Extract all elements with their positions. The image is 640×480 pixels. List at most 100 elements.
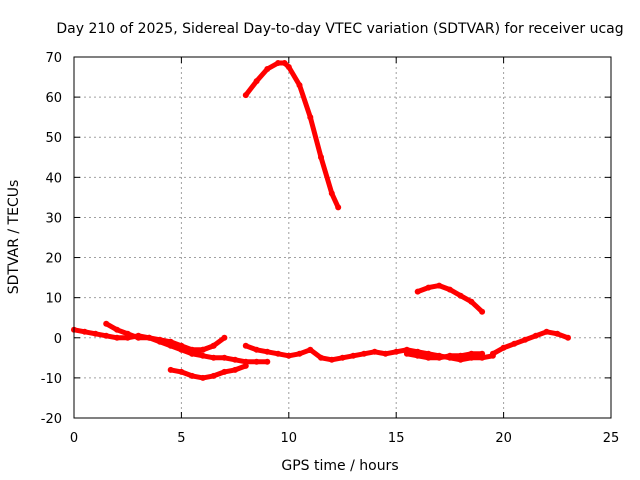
data-point <box>210 372 217 379</box>
y-axis-label: SDTVAR / TECUs <box>6 180 22 295</box>
data-point <box>281 60 288 66</box>
data-point <box>565 334 571 341</box>
data-point <box>189 372 196 379</box>
data-point <box>92 330 99 337</box>
data-point <box>318 154 324 161</box>
data-point <box>543 328 550 335</box>
x-tick-label: 0 <box>70 431 78 446</box>
data-point <box>468 298 475 305</box>
data-point <box>339 354 346 361</box>
data-point <box>457 292 464 299</box>
x-tick-label: 15 <box>388 431 405 446</box>
data-point <box>178 346 185 353</box>
data-point <box>275 60 282 66</box>
data-point <box>500 344 507 351</box>
data-point <box>532 332 539 339</box>
data-point <box>232 356 239 363</box>
data-point <box>425 284 432 291</box>
data-point <box>468 350 475 357</box>
data-point <box>114 326 120 333</box>
y-tick-label: 0 <box>54 332 62 347</box>
data-point <box>296 82 303 89</box>
data-point <box>350 352 357 359</box>
data-point <box>522 336 529 343</box>
data-point <box>114 334 120 341</box>
x-axis-label: GPS time / hours <box>281 458 398 474</box>
data-point <box>199 374 206 381</box>
y-tick-label: 60 <box>45 91 62 106</box>
data-point <box>414 288 421 295</box>
y-tick-label: 30 <box>45 211 62 226</box>
data-point <box>199 352 206 359</box>
data-point <box>210 354 217 361</box>
data-point <box>479 308 486 315</box>
data-point <box>436 282 443 289</box>
chart-title: Day 210 of 2025, Sidereal Day-to-day VTE… <box>56 21 623 37</box>
y-tick-label: 70 <box>45 51 62 66</box>
y-tick-label: 40 <box>45 171 62 186</box>
data-point <box>264 348 271 355</box>
data-point <box>318 354 324 361</box>
data-point <box>253 78 260 85</box>
data-point <box>511 340 518 347</box>
data-point <box>264 66 271 72</box>
data-point <box>446 286 453 293</box>
data-point <box>285 64 292 70</box>
data-point <box>156 338 163 345</box>
data-point <box>446 352 453 359</box>
data-point <box>221 354 228 361</box>
data-point <box>135 334 142 341</box>
data-point <box>210 342 217 349</box>
data-point <box>221 368 228 375</box>
data-point <box>275 350 282 357</box>
y-tick-label: 50 <box>45 131 62 146</box>
data-point <box>457 352 464 359</box>
series-arc-4 <box>189 335 227 357</box>
data-point <box>242 358 249 365</box>
x-tick-label: 25 <box>603 431 620 446</box>
data-layer <box>71 60 571 381</box>
data-point <box>124 330 131 337</box>
y-tick-label: 20 <box>45 252 62 267</box>
data-point <box>253 346 260 353</box>
data-point <box>436 354 443 361</box>
data-point <box>296 350 303 357</box>
data-point <box>328 190 335 197</box>
data-point <box>371 348 378 355</box>
data-point <box>425 354 432 361</box>
data-point <box>264 358 271 365</box>
series-arc-2 <box>103 321 270 365</box>
data-point <box>81 328 88 335</box>
data-point <box>178 368 185 375</box>
data-point <box>328 356 335 363</box>
data-point <box>146 334 153 341</box>
data-point <box>242 92 249 99</box>
data-point <box>403 350 410 357</box>
data-point <box>554 330 561 337</box>
data-point <box>479 350 486 357</box>
plot-frame <box>73 56 612 419</box>
data-point <box>253 358 260 365</box>
data-point <box>307 346 314 353</box>
x-tick-label: 10 <box>281 431 298 446</box>
y-tick-label: -20 <box>41 412 62 427</box>
x-tick-label: 20 <box>495 431 512 446</box>
data-point <box>393 348 400 355</box>
data-point <box>414 352 421 359</box>
data-point <box>189 350 196 357</box>
data-point <box>382 350 389 357</box>
data-point <box>335 204 342 211</box>
data-point <box>167 342 174 349</box>
data-point <box>489 350 496 357</box>
data-point <box>103 320 110 327</box>
data-point <box>199 346 206 353</box>
data-point <box>242 362 249 369</box>
data-point <box>103 332 110 339</box>
data-point <box>242 342 249 349</box>
x-tick-label: 5 <box>177 431 185 446</box>
data-point <box>221 334 228 341</box>
data-point <box>232 366 239 373</box>
data-point <box>285 352 292 359</box>
